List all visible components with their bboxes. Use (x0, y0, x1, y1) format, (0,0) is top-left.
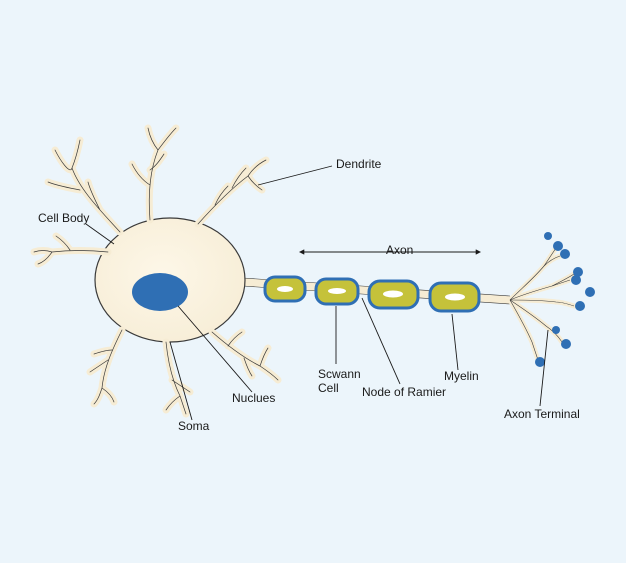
schwann-cell-nucleus (445, 294, 465, 301)
label-soma: Soma (178, 419, 210, 433)
synaptic-knob (560, 249, 570, 259)
label-cell_body: Cell Body (38, 211, 89, 225)
nucleus (132, 273, 188, 311)
synaptic-knob (535, 357, 545, 367)
label-dendrite: Dendrite (336, 157, 382, 171)
label-myelin: Myelin (444, 369, 479, 383)
synaptic-knob (553, 241, 563, 251)
synaptic-knob (571, 275, 581, 285)
synaptic-knob (561, 339, 571, 349)
synaptic-knob (552, 326, 560, 334)
schwann-cell-nucleus (383, 291, 403, 298)
synaptic-knob (575, 301, 585, 311)
schwann-cell-nucleus (328, 288, 346, 294)
neuron-diagram: DendriteCell BodyAxonNucluesSomaScwannCe… (0, 0, 626, 563)
label-node: Node of Ramier (362, 385, 446, 399)
label-nucleus: Nuclues (232, 391, 275, 405)
synaptic-knob (585, 287, 595, 297)
label-axon_terminal: Axon Terminal (504, 407, 580, 421)
schwann-cell-nucleus (277, 286, 293, 292)
label-axon: Axon (386, 243, 413, 257)
synaptic-knob (544, 232, 552, 240)
